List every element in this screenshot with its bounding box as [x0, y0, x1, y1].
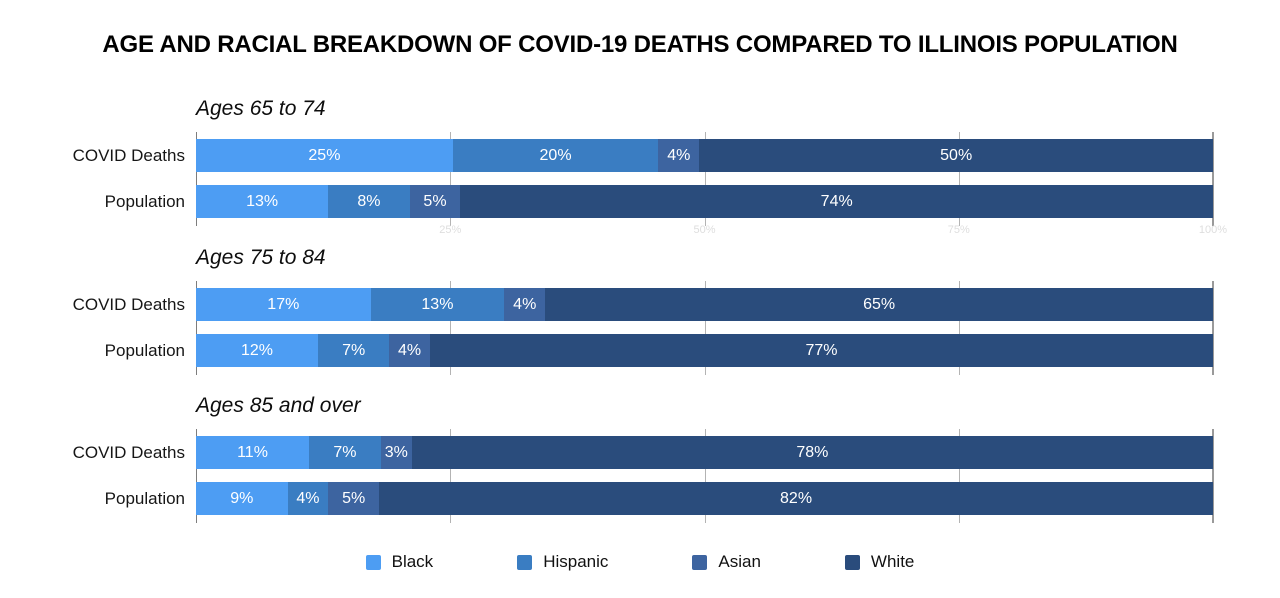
bar-segment-white: 74%: [460, 185, 1213, 218]
bar-segment-hispanic: 13%: [370, 288, 505, 321]
chart-group: Ages 75 to 84 COVID Deaths 17% 13% 4% 65% Popu…: [73, 244, 1214, 375]
legend-swatch-asian: [692, 554, 708, 570]
chart-group: Ages 85 and over COVID Deaths 11% 7% 3% 78% Po…: [73, 392, 1214, 523]
gridline: [704, 132, 706, 226]
bar-segment-asian: 4%: [658, 139, 700, 172]
gridline: [704, 281, 706, 375]
gridline: [450, 429, 452, 523]
legend-label: Black: [391, 552, 434, 571]
gridline: [958, 281, 960, 375]
row-label: COVID Deaths: [72, 443, 185, 462]
axis-tick-label: 75%: [947, 224, 970, 236]
bar-row: COVID Deaths 25% 20% 4% 50%: [73, 139, 1213, 172]
axis-tick-label: 100%: [1198, 224, 1228, 236]
bar-segment-asian: 3%: [380, 436, 412, 469]
bar-segment-white: 78%: [411, 436, 1213, 469]
bar-segment-black: 17%: [196, 288, 371, 321]
row-label: Population: [104, 489, 185, 508]
axis-tick-label: 50%: [693, 224, 716, 236]
bar-row: COVID Deaths 11% 7% 3% 78%: [73, 436, 1213, 469]
chart-title: AGE AND RACIAL BREAKDOWN OF COVID-19 DEA…: [102, 31, 1178, 58]
plot-area: COVID Deaths 25% 20% 4% 50% Population 13% 8% 5%…: [73, 132, 1227, 236]
gridline: [1212, 281, 1214, 375]
plot-area: COVID Deaths 11% 7% 3% 78% Population 9% 4% 5% 82…: [73, 429, 1214, 523]
gridline: [196, 429, 197, 523]
row-label: COVID Deaths: [72, 146, 185, 165]
bar-segment-black: 9%: [196, 482, 288, 515]
legend-swatch-black: [365, 554, 381, 570]
plot-area: COVID Deaths 17% 13% 4% 65% Population 12% 7% 4%…: [73, 281, 1214, 375]
bar-segment-black: 25%: [196, 139, 453, 172]
gridline: [196, 132, 197, 226]
bar-segment-white: 50%: [699, 139, 1213, 172]
bar-segment-asian: 4%: [504, 288, 546, 321]
gridline: [1212, 429, 1214, 523]
legend-item-hispanic: Hispanic: [517, 552, 608, 572]
bar-segment-asian: 5%: [409, 185, 461, 218]
legend-label: White: [870, 552, 915, 571]
bar-row: Population 13% 8% 5% 74%: [105, 185, 1213, 218]
legend-swatch-white: [844, 554, 860, 570]
bar-segment-white: 77%: [429, 334, 1214, 367]
bar-row: Population 12% 7% 4% 77%: [105, 334, 1214, 367]
legend-label: Hispanic: [543, 552, 609, 571]
gridline: [196, 281, 197, 375]
bar-segment-black: 12%: [196, 334, 319, 367]
group-title: Ages 65 to 74: [196, 97, 326, 120]
bar-segment-hispanic: 4%: [287, 482, 329, 515]
bar-row: COVID Deaths 17% 13% 4% 65%: [73, 288, 1214, 321]
chart-group: Ages 65 to 74 COVID Deaths 25% 20% 4% 50% Popu…: [73, 95, 1228, 236]
bar-segment-hispanic: 7%: [318, 334, 390, 367]
group-title: Ages 85 and over: [196, 394, 361, 417]
bar-segment-white: 65%: [545, 288, 1214, 321]
axis-tick-label: 25%: [439, 224, 462, 236]
legend-item-white: White: [844, 552, 915, 572]
gridline: [450, 281, 452, 375]
bar-segment-black: 13%: [196, 185, 329, 218]
gridline: [450, 132, 452, 226]
bar-row: Population 9% 4% 5% 82%: [105, 482, 1213, 515]
gridline: [704, 429, 706, 523]
chart-legend: Black Hispanic Asian White: [0, 547, 1280, 577]
legend-item-asian: Asian: [692, 552, 761, 572]
row-label: COVID Deaths: [72, 295, 185, 314]
gridline: [958, 429, 960, 523]
group-title: Ages 75 to 84: [196, 246, 326, 269]
bar-segment-black: 11%: [196, 436, 309, 469]
legend-item-black: Black: [365, 552, 434, 572]
row-label: Population: [104, 341, 185, 360]
bar-segment-hispanic: 7%: [309, 436, 381, 469]
legend-swatch-hispanic: [517, 554, 533, 570]
chart-groups: Ages 65 to 74 COVID Deaths 25% 20% 4% 50% Popu…: [73, 0, 1228, 598]
bar-segment-asian: 5%: [328, 482, 380, 515]
bar-segment-hispanic: 20%: [452, 139, 659, 172]
legend-label: Asian: [718, 552, 761, 571]
bar-segment-hispanic: 8%: [328, 185, 410, 218]
row-label: Population: [104, 192, 185, 211]
bar-segment-white: 82%: [379, 482, 1213, 515]
gridline: [958, 132, 960, 226]
gridline: [1212, 132, 1214, 226]
bar-segment-asian: 4%: [389, 334, 430, 367]
